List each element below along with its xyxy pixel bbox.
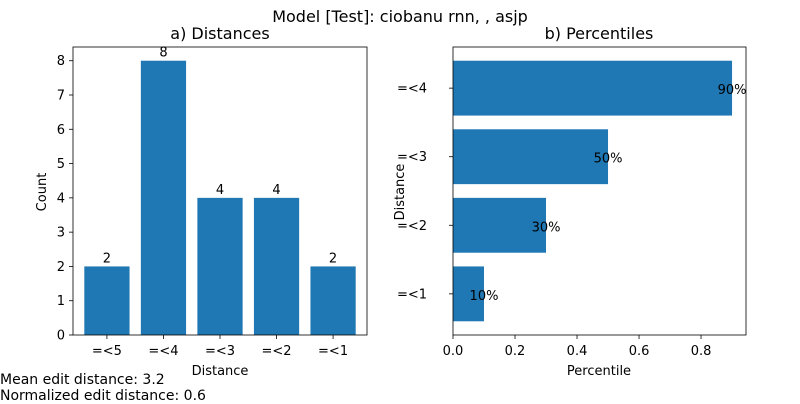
bar-value-label: 30% (532, 220, 561, 235)
figure-title: Model [Test]: ciobanu rnn, , asjp (272, 7, 528, 26)
bar (197, 197, 243, 335)
x-tick-label: =<4 (148, 344, 178, 359)
chart-a-xlabel: Distance (192, 364, 249, 379)
bar (253, 197, 300, 335)
bar-value-label: 50% (594, 152, 623, 167)
y-tick-label: 0 (57, 329, 65, 344)
x-tick-label: 0.8 (691, 344, 712, 359)
distances-chart: a) Distances Distance Count 2 =<5 8 =<4 4 =<3… (35, 24, 368, 379)
x-tick-label: 0.6 (629, 344, 650, 359)
y-tick-label: =<4 (397, 82, 427, 97)
bar (84, 266, 130, 335)
bar (453, 129, 609, 185)
bar-value-label: 2 (103, 251, 111, 266)
x-tick-label: =<1 (318, 344, 348, 359)
y-tick-label: 5 (57, 157, 65, 172)
x-tick-label: =<3 (205, 344, 235, 359)
y-tick-label: 7 (57, 89, 65, 104)
chart-a-title: a) Distances (170, 24, 269, 43)
bar (453, 266, 485, 322)
mean-edit-distance: Mean edit distance: 3.2 (0, 372, 165, 388)
bar-value-label: 90% (718, 83, 747, 98)
x-tick-label: =<2 (262, 344, 292, 359)
bar-value-label: 4 (216, 183, 224, 198)
bar (310, 266, 356, 335)
y-tick-label: =<2 (397, 219, 427, 234)
bar-value-label: 4 (272, 183, 280, 198)
x-tick-label: =<5 (92, 344, 122, 359)
bar-value-label: 10% (470, 289, 499, 304)
y-tick-label: 1 (57, 294, 65, 309)
x-tick-label: 0.2 (505, 344, 526, 359)
y-tick-label: =<3 (397, 150, 427, 165)
chart-a-ylabel: Count (35, 173, 50, 212)
x-tick-label: 0.4 (567, 344, 588, 359)
chart-b-ylabel: Distance (393, 164, 408, 221)
y-tick-label: 2 (57, 260, 65, 275)
y-tick-label: =<1 (397, 287, 427, 302)
chart-b-xlabel: Percentile (567, 364, 631, 379)
plot-frame (452, 46, 747, 336)
bar-value-label: 2 (329, 251, 337, 266)
bar-value-label: 8 (159, 46, 167, 61)
bar (140, 60, 187, 335)
chart-b-title: b) Percentiles (545, 24, 654, 43)
percentiles-chart: b) Percentiles Percentile Distance 10% =<… (393, 24, 747, 379)
bar (453, 197, 547, 253)
y-tick-label: 4 (57, 191, 65, 206)
bar (453, 60, 733, 116)
y-tick-label: 6 (57, 123, 65, 138)
x-tick-label: 0.0 (443, 344, 464, 359)
y-tick-label: 3 (57, 226, 65, 241)
normalized-edit-distance: Normalized edit distance: 0.6 (0, 388, 206, 404)
plot-frame (72, 46, 368, 336)
y-tick-label: 8 (57, 54, 65, 69)
